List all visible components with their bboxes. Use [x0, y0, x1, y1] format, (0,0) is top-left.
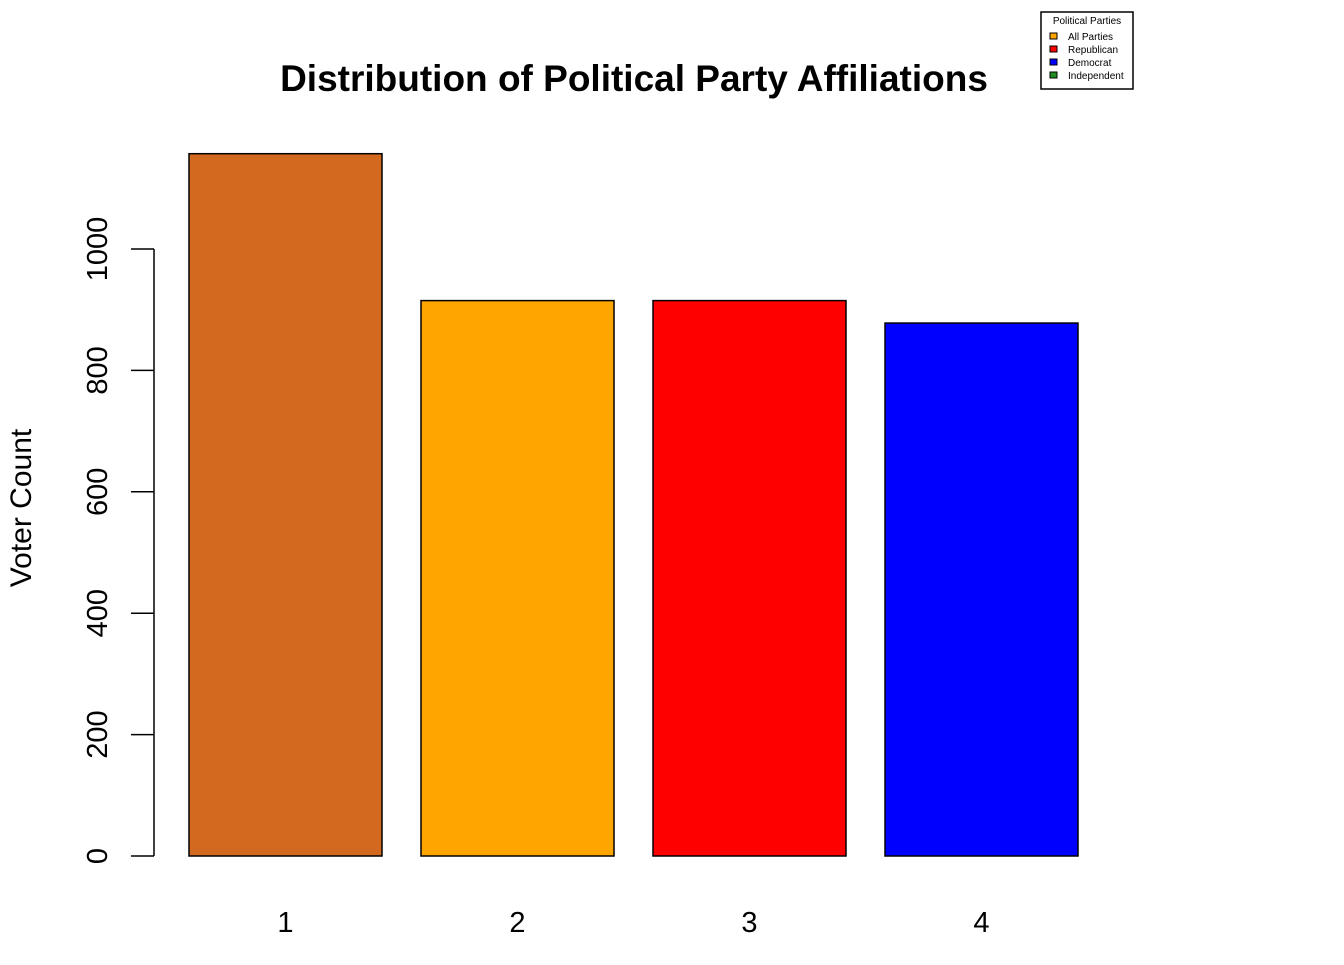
- legend-swatch: [1049, 45, 1058, 53]
- legend-swatch: [1049, 32, 1058, 40]
- legend-items: All Parties Republican Democrat Independent: [1049, 32, 1124, 82]
- y-tick-label: 600: [82, 468, 114, 516]
- y-tick-label: 800: [82, 346, 114, 394]
- x-tick-label: 4: [973, 907, 989, 939]
- chart-title: Distribution of Political Party Affiliat…: [280, 58, 988, 99]
- x-tick-labels: 1 2 3 4: [277, 907, 989, 939]
- legend-swatch: [1049, 71, 1058, 79]
- legend-title: Political Parties: [1053, 16, 1121, 27]
- legend-label: Democrat: [1068, 58, 1112, 69]
- bar: [188, 152, 383, 857]
- y-axis: 0 200 400 600 800 1000: [82, 217, 155, 864]
- x-tick-label: 1: [277, 907, 293, 939]
- legend-swatch: [1049, 58, 1058, 66]
- y-tick-label: 400: [82, 589, 114, 637]
- legend-label: Independent: [1068, 71, 1124, 82]
- legend-label: All Parties: [1068, 32, 1113, 43]
- legend-label: Republican: [1068, 45, 1118, 56]
- x-tick-label: 2: [509, 907, 525, 939]
- x-tick-label: 3: [741, 907, 757, 939]
- y-tick-label: 200: [82, 710, 114, 758]
- y-tick-label: 0: [82, 848, 114, 864]
- bar: [420, 299, 615, 857]
- bar: [652, 299, 847, 857]
- y-tick-label: 1000: [82, 217, 114, 282]
- bar: [884, 322, 1079, 857]
- y-axis-title: Voter Count: [5, 428, 38, 587]
- legend: Political Parties All Parties Republican D…: [1040, 11, 1134, 90]
- bars: [188, 152, 1079, 857]
